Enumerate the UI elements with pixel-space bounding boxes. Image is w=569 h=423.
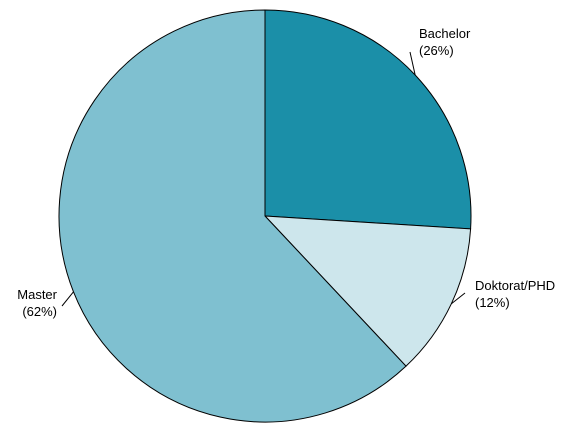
label-leaders: [61, 51, 466, 307]
slice-label-master: Master: [17, 287, 57, 302]
slice-label-doktorat: Doktorat/PHD: [475, 278, 555, 293]
leader-line-bachelor: [409, 51, 416, 76]
pie-slice-doktorat-phd: [263, 215, 472, 367]
slice-pct-doktorat: (12%): [475, 295, 510, 310]
slice-pct-master: (62%): [22, 304, 57, 319]
pie-slices: [58, 9, 472, 423]
pie-slice-bachelor: [264, 9, 472, 230]
leader-line-doktorat-phd: [451, 292, 466, 305]
leader-line-master: [61, 291, 74, 307]
slice-labels: Bachelor (26%) Doktorat/PHD (12%) Master…: [17, 26, 555, 319]
slice-pct-bachelor: (26%): [419, 43, 454, 58]
slice-label-bachelor: Bachelor: [419, 26, 471, 41]
